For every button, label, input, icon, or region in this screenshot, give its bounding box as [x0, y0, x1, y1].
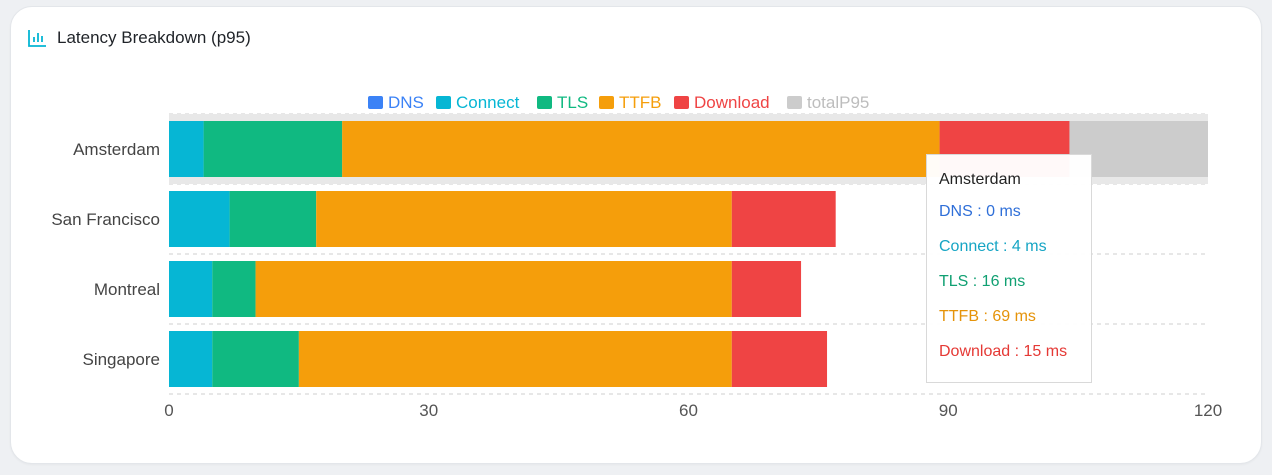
bar-connect-singapore[interactable]: [169, 331, 213, 387]
x-tick-label: 30: [419, 401, 438, 420]
legend-swatch-download[interactable]: [674, 96, 689, 109]
legend-label-download[interactable]: Download: [694, 93, 770, 112]
category-labels: Amsterdam San Francisco Montreal Singapore: [51, 140, 160, 369]
bar-group: [169, 114, 1208, 387]
chart-tooltip: Amsterdam DNS : 0 ms Connect : 4 ms TLS : …: [926, 154, 1092, 383]
bar-tls-amsterdam[interactable]: [203, 121, 343, 177]
tooltip-row: TTFB : 69 ms: [939, 308, 1036, 325]
card-header: Latency Breakdown (p95): [27, 28, 251, 48]
legend-swatch-ttfb[interactable]: [599, 96, 614, 109]
legend-label-totalp95[interactable]: totalP95: [807, 93, 869, 112]
x-axis-ticks: 0 30 60 90 120: [164, 401, 1222, 420]
bar-download-singapore[interactable]: [731, 331, 828, 387]
bar-ttfb-singapore[interactable]: [298, 331, 732, 387]
legend-label-connect[interactable]: Connect: [456, 93, 520, 112]
legend-swatch-dns[interactable]: [368, 96, 383, 109]
tooltip-row: Connect : 4 ms: [939, 238, 1047, 255]
tooltip-rows: DNS : 0 ms Connect : 4 ms TLS : 16 ms TTFB …: [939, 203, 1079, 361]
legend-swatch-connect[interactable]: [436, 96, 451, 109]
x-tick-label: 90: [939, 401, 958, 420]
legend-label-dns[interactable]: DNS: [388, 93, 424, 112]
bar-tls-montreal[interactable]: [212, 261, 256, 317]
legend: DNS Connect TLS TTFB Download totalP95: [368, 93, 869, 112]
category-label: Montreal: [94, 280, 160, 299]
category-label: San Francisco: [51, 210, 160, 229]
bar-tls-singapore[interactable]: [212, 331, 299, 387]
category-label: Amsterdam: [73, 140, 160, 159]
x-tick-label: 60: [679, 401, 698, 420]
bar-connect-amsterdam[interactable]: [169, 121, 204, 177]
tooltip-row: Download : 15 ms: [939, 343, 1068, 360]
legend-swatch-totalp95[interactable]: [787, 96, 802, 109]
tooltip-title: Amsterdam: [939, 171, 1021, 188]
bar-tls-san-francisco[interactable]: [229, 191, 317, 247]
legend-swatch-tls[interactable]: [537, 96, 552, 109]
bar-download-montreal[interactable]: [731, 261, 802, 317]
x-tick-label: 120: [1194, 401, 1222, 420]
bar-download-san-francisco[interactable]: [731, 191, 836, 247]
tooltip-row: TLS : 16 ms: [939, 273, 1026, 290]
bar-ttfb-san-francisco[interactable]: [316, 191, 732, 247]
bar-totalp95-amsterdam[interactable]: [1069, 121, 1208, 177]
x-tick-label: 0: [164, 401, 173, 420]
bar-connect-montreal[interactable]: [169, 261, 213, 317]
tooltip-row: DNS : 0 ms: [939, 203, 1021, 220]
category-label: Singapore: [82, 350, 160, 369]
legend-label-ttfb[interactable]: TTFB: [619, 93, 662, 112]
bar-chart-icon: [27, 28, 47, 48]
bar-connect-san-francisco[interactable]: [169, 191, 230, 247]
bar-ttfb-amsterdam[interactable]: [342, 121, 940, 177]
page-title: Latency Breakdown (p95): [57, 28, 251, 47]
legend-label-tls[interactable]: TLS: [557, 93, 588, 112]
bar-ttfb-montreal[interactable]: [255, 261, 732, 317]
